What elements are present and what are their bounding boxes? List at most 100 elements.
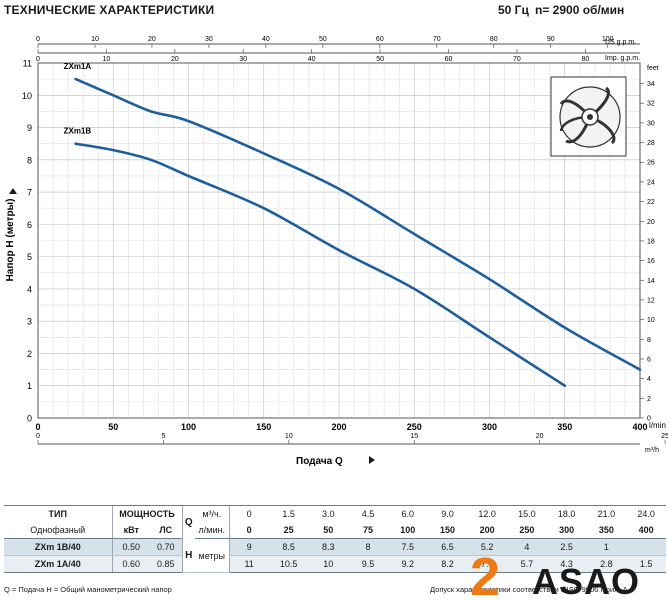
m3h-tick-label: 10 xyxy=(285,433,293,440)
x-tick-label: 0 xyxy=(35,422,40,432)
h-cell: 1 xyxy=(586,538,627,556)
x-axis-unit: l/min xyxy=(649,421,666,430)
type-header: ТИП xyxy=(4,505,112,522)
q-m3h-cell: 21.0 xyxy=(586,505,627,522)
y-tick-label: 2 xyxy=(27,349,32,359)
imp-gpm-tick-label: 40 xyxy=(308,56,316,63)
feet-tick-label: 18 xyxy=(647,238,655,245)
feet-unit: feet xyxy=(647,65,659,72)
hp-cell: 0.85 xyxy=(150,555,183,573)
y-tick-label: 9 xyxy=(27,123,32,133)
x-tick-label: 400 xyxy=(632,422,647,432)
speed-label: n= 2900 об/мин xyxy=(535,3,625,17)
q-m3h-cell: 4.5 xyxy=(348,505,388,522)
y-tick-label: 11 xyxy=(23,59,32,69)
us-gpm-tick-label: 40 xyxy=(262,36,270,43)
feet-tick-label: 30 xyxy=(647,120,655,127)
h-cell: 2.5 xyxy=(546,538,587,556)
frequency-label: 50 Гц xyxy=(498,3,529,17)
imp-gpm-tick-label: 30 xyxy=(239,56,247,63)
q-lmin-cell: 50 xyxy=(308,522,349,539)
feet-tick-label: 0 xyxy=(647,416,651,423)
h-cell: 10.5 xyxy=(268,555,309,573)
feet-tick-label: 6 xyxy=(647,356,651,363)
page-title: ТЕХНИЧЕСКИЕ ХАРАКТЕРИСТИКИ xyxy=(4,3,215,17)
y-tick-label: 10 xyxy=(22,91,32,101)
y-axis-title: Напор H (метры) xyxy=(5,199,16,282)
us-gpm-unit: US g.p.m. xyxy=(605,39,636,46)
x-axis-ticks: 0 50 100 150 200 250 300 350 400 xyxy=(35,422,647,432)
m3h-tick-label: 25 xyxy=(661,433,668,440)
us-gpm-tick-label: 100 xyxy=(602,36,614,43)
q-lmin-cell: 100 xyxy=(387,522,428,539)
power-header: МОЩНОСТЬ xyxy=(111,505,183,522)
imp-gpm-tick-label: 60 xyxy=(445,56,453,63)
q-lmin-cell: 0 xyxy=(228,522,269,539)
meters-header: метры xyxy=(195,538,230,573)
h-cell: 9.5 xyxy=(348,555,388,573)
q-lmin-cell: 200 xyxy=(467,522,508,539)
y-axis-arrow-icon xyxy=(9,188,17,194)
q-m3h-cell: 18.0 xyxy=(546,505,587,522)
q-lmin-cell: 300 xyxy=(546,522,587,539)
kw-header: кВт xyxy=(111,522,150,539)
impeller-icon xyxy=(550,76,627,157)
h-cell: 11 xyxy=(228,555,269,573)
x-tick-label: 200 xyxy=(331,422,346,432)
h-cell: 10 xyxy=(308,555,349,573)
feet-tick-label: 8 xyxy=(647,337,651,344)
us-gpm-tick-label: 90 xyxy=(547,36,555,43)
feet-tick-label: 32 xyxy=(647,101,655,108)
q-lmin-cell: 400 xyxy=(626,522,666,539)
series-layer: ZXm1A ZXm1B xyxy=(64,62,642,387)
y-tick-label: 0 xyxy=(27,414,32,424)
imp-gpm-tick-label: 50 xyxy=(376,56,384,63)
chart-grid xyxy=(38,63,640,418)
m3h-tick-label: 0 xyxy=(36,433,40,440)
y-tick-label: 4 xyxy=(27,284,32,294)
top-axis-imp: 0 10 20 30 40 50 60 70 80 xyxy=(36,49,589,63)
feet-tick-label: 4 xyxy=(647,376,651,383)
bottom-axis-m3h: 0 5 10 15 20 25 xyxy=(36,433,668,444)
us-gpm-tick-label: 70 xyxy=(433,36,441,43)
x-axis-arrow-icon xyxy=(369,456,375,464)
y-tick-label: 7 xyxy=(27,188,32,198)
logo-text: ASAO xyxy=(532,561,640,600)
h-cell: 4.3 xyxy=(546,555,587,573)
x-tick-label: 300 xyxy=(482,422,497,432)
h-cell: 4 xyxy=(507,538,547,556)
h-cell: 8 xyxy=(348,538,388,556)
q-lmin-cell: 150 xyxy=(427,522,468,539)
q-m3h-cell: 24.0 xyxy=(626,505,666,522)
asao-logo: 2 ASAO xyxy=(470,549,640,600)
feet-tick-label: 20 xyxy=(647,219,655,226)
plot-frame xyxy=(37,62,641,419)
footer-legend: Q = Подача H = Общий манометрический нап… xyxy=(4,585,172,594)
y-tick-label: 5 xyxy=(27,252,32,262)
feet-tick-label: 10 xyxy=(647,317,655,324)
table-row: ZXm 1B/40 0.50 0.70 H метры 9 8.5 8.3 8 … xyxy=(4,538,666,573)
feet-tick-label: 16 xyxy=(647,258,655,265)
us-gpm-tick-label: 60 xyxy=(376,36,384,43)
feet-tick-label: 2 xyxy=(647,396,651,403)
h-cell: 5.7 xyxy=(507,555,547,573)
q-m3h-cell: 0 xyxy=(228,505,269,522)
m3h-tick-label: 20 xyxy=(536,433,544,440)
model-cell: ZXm 1A/40 xyxy=(4,555,112,573)
feet-tick-label: 12 xyxy=(647,297,655,304)
footer-tolerance: Допуск характеристики соответствии с ISO… xyxy=(430,585,628,594)
hp-cell: 0.70 xyxy=(150,538,183,556)
h-cell xyxy=(626,538,666,556)
series-label-zxm1b: ZXm1B xyxy=(64,127,92,136)
kw-cell: 0.60 xyxy=(111,555,150,573)
h-cell: 8.2 xyxy=(427,555,468,573)
us-gpm-tick-label: 50 xyxy=(319,36,327,43)
x-axis-title: Подача Q xyxy=(296,456,343,467)
imp-gpm-tick-label: 20 xyxy=(171,56,179,63)
us-gpm-tick-label: 10 xyxy=(91,36,99,43)
us-gpm-tick-label: 0 xyxy=(36,36,40,43)
h-cell: 9 xyxy=(228,538,269,556)
feet-tick-label: 22 xyxy=(647,199,655,206)
x-tick-label: 100 xyxy=(181,422,196,432)
